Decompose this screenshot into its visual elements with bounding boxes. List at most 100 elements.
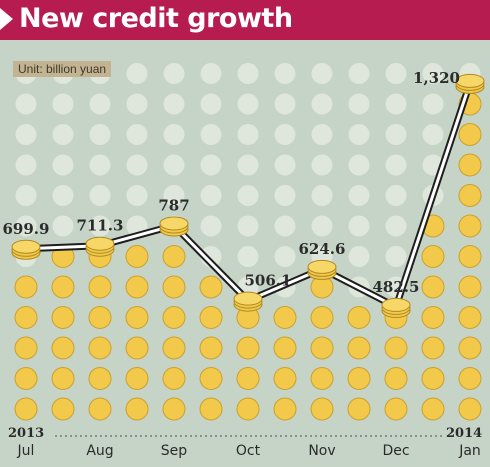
data-point-jul bbox=[11, 239, 41, 260]
value-label: 506.1 bbox=[245, 272, 292, 290]
grid-dot bbox=[385, 63, 407, 84]
grid-dot bbox=[385, 154, 407, 176]
coin-dot bbox=[310, 367, 334, 390]
coin-dot bbox=[347, 336, 371, 360]
coin-dot bbox=[162, 245, 186, 268]
grid-dot bbox=[385, 124, 407, 145]
coin-dot bbox=[384, 367, 408, 390]
grid-dot bbox=[163, 185, 185, 206]
grid-dot bbox=[311, 63, 333, 84]
grid-dot bbox=[348, 246, 370, 267]
coin-dot bbox=[51, 336, 75, 360]
grid-dot bbox=[163, 154, 185, 176]
grid-dot bbox=[200, 215, 222, 237]
coin-dot bbox=[125, 397, 149, 421]
coin-dot bbox=[273, 367, 297, 390]
grid-dot bbox=[237, 185, 259, 206]
grid-dot bbox=[348, 124, 370, 145]
value-label: 787 bbox=[158, 196, 189, 214]
coin-dot bbox=[347, 367, 371, 390]
month-label-aug: Aug bbox=[86, 443, 114, 459]
grid-dot bbox=[311, 185, 333, 206]
coin-dot bbox=[88, 367, 112, 390]
grid-dot bbox=[274, 93, 296, 115]
coin-dot bbox=[125, 245, 149, 268]
grid-dot bbox=[89, 185, 111, 206]
coin-dot bbox=[458, 336, 482, 360]
coin-dot bbox=[421, 306, 445, 329]
grid-dot bbox=[274, 154, 296, 176]
grid-dot bbox=[52, 154, 74, 176]
coin-marker bbox=[233, 291, 263, 306]
grid-dot bbox=[237, 124, 259, 145]
coin-marker bbox=[455, 73, 485, 88]
grid-dot bbox=[274, 185, 296, 206]
grid-dot bbox=[311, 154, 333, 176]
coin-dot bbox=[384, 397, 408, 421]
coin-dot bbox=[310, 397, 334, 421]
grid-dot bbox=[422, 124, 444, 145]
coin-dot bbox=[458, 123, 482, 146]
coin-dot bbox=[458, 367, 482, 390]
grid-dot bbox=[422, 93, 444, 115]
grid-dot bbox=[163, 63, 185, 84]
coin-dot bbox=[88, 397, 112, 421]
coin-dot bbox=[384, 336, 408, 360]
data-point-aug bbox=[85, 236, 115, 257]
grid-dot bbox=[348, 154, 370, 176]
coin-dot bbox=[14, 367, 38, 390]
grid-dot bbox=[385, 215, 407, 237]
grid-dot bbox=[237, 246, 259, 267]
month-label-jul: Jul bbox=[17, 443, 35, 459]
coin-dot bbox=[458, 275, 482, 299]
coin-dot bbox=[310, 336, 334, 360]
coin-dot bbox=[458, 214, 482, 238]
coin-dot bbox=[51, 306, 75, 329]
coin-dot bbox=[199, 367, 223, 390]
value-label: 699.9 bbox=[3, 220, 50, 238]
coin-marker bbox=[381, 297, 411, 312]
coin-dot bbox=[273, 397, 297, 421]
data-point-dec bbox=[381, 297, 411, 318]
grid-dot bbox=[15, 93, 37, 115]
coin-dot bbox=[347, 397, 371, 421]
month-label-nov: Nov bbox=[308, 443, 336, 459]
coin-dot bbox=[421, 336, 445, 360]
value-label: 624.6 bbox=[299, 240, 346, 258]
grid-dot bbox=[163, 93, 185, 115]
value-label: 711.3 bbox=[77, 217, 124, 235]
grid-dot bbox=[200, 93, 222, 115]
grid-dot bbox=[200, 185, 222, 206]
grid-dot bbox=[200, 154, 222, 176]
value-label: 482.5 bbox=[373, 278, 420, 296]
coin-dot bbox=[273, 336, 297, 360]
grid-dot bbox=[348, 63, 370, 84]
coin-dot bbox=[458, 153, 482, 177]
coin-dot bbox=[51, 397, 75, 421]
grid-dot bbox=[89, 215, 111, 237]
grid-dot bbox=[422, 63, 444, 84]
coin-dot bbox=[310, 306, 334, 329]
coin-dot bbox=[162, 397, 186, 421]
grid-dot bbox=[274, 215, 296, 237]
grid-dot bbox=[15, 215, 37, 237]
coin-dot bbox=[88, 336, 112, 360]
grid-dot bbox=[385, 246, 407, 267]
grid-dot bbox=[237, 215, 259, 237]
chart-header: New credit growth bbox=[0, 0, 490, 40]
coin-dot bbox=[14, 275, 38, 299]
coin-dot bbox=[199, 336, 223, 360]
grid-dot bbox=[311, 215, 333, 237]
coin-dot bbox=[125, 306, 149, 329]
grid-dot bbox=[52, 185, 74, 206]
grid-dot bbox=[52, 215, 74, 237]
grid-dot bbox=[163, 124, 185, 145]
grid-dot bbox=[237, 154, 259, 176]
coin-dot bbox=[236, 367, 260, 390]
month-label-oct: Oct bbox=[235, 443, 261, 459]
coin-dot bbox=[199, 306, 223, 329]
coin-dot bbox=[14, 397, 38, 421]
coin-dot bbox=[162, 306, 186, 329]
month-label-dec: Dec bbox=[382, 443, 410, 459]
